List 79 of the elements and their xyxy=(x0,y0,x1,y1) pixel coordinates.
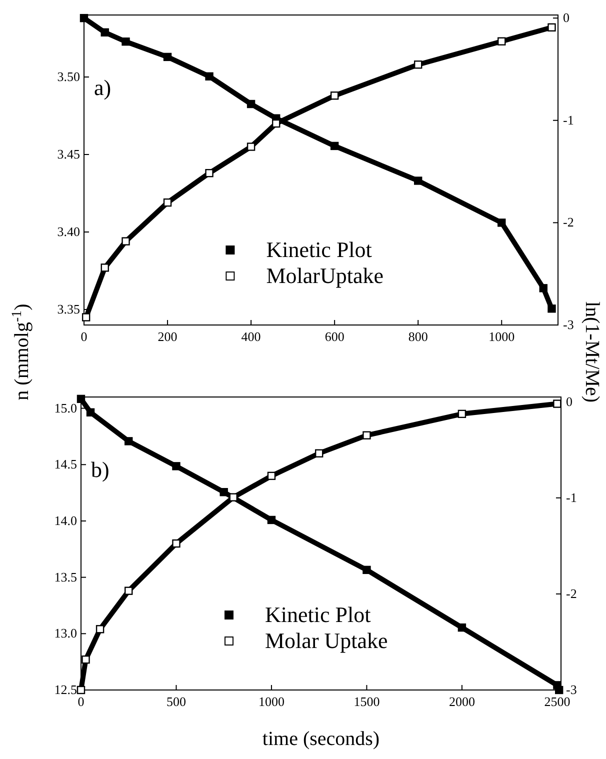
y-tick-label: 3.40 xyxy=(57,224,80,239)
point xyxy=(76,394,86,404)
point xyxy=(330,142,339,150)
point xyxy=(124,437,133,446)
x-tick-label: 200 xyxy=(158,329,178,344)
x-tick-label: 1500 xyxy=(354,694,380,709)
x-tick-label: 800 xyxy=(408,329,428,344)
y2-tick-label: -2 xyxy=(563,214,574,230)
x-tick-label: 500 xyxy=(166,694,186,709)
x-tick-label: 2500 xyxy=(544,694,570,709)
point xyxy=(163,52,172,62)
point xyxy=(267,516,276,524)
y2-tick-label: -3 xyxy=(563,317,574,332)
point xyxy=(172,462,180,470)
point xyxy=(100,28,109,36)
y-tick-label: 15.0 xyxy=(54,400,77,416)
y-tick-label: 3.35 xyxy=(57,302,80,316)
y-tick-label: 14.0 xyxy=(54,512,77,528)
point xyxy=(554,686,564,694)
point xyxy=(498,37,506,46)
point xyxy=(205,169,214,178)
point xyxy=(82,655,90,664)
legend-label: Kinetic Plot xyxy=(266,237,372,262)
x-tick-label: 400 xyxy=(241,329,261,344)
point xyxy=(330,92,339,100)
y2-tick-label: -1 xyxy=(563,112,574,128)
point xyxy=(458,410,466,418)
x-tick-label: 0 xyxy=(78,694,84,709)
point xyxy=(246,142,256,151)
y-tick-label: 14.5 xyxy=(54,456,77,472)
y-tick-label: 13.0 xyxy=(54,626,77,641)
point xyxy=(220,488,228,496)
y-tick-label: 13.5 xyxy=(54,569,77,584)
point xyxy=(267,472,276,480)
point xyxy=(553,400,562,408)
point xyxy=(96,625,104,634)
y2-tick-label: -2 xyxy=(566,586,577,601)
point xyxy=(548,23,556,32)
legend-label: Molar Uptake xyxy=(265,628,388,653)
point xyxy=(172,539,180,548)
x-tick-label: 1000 xyxy=(258,694,284,709)
point xyxy=(122,237,130,246)
x-tick-label: 2000 xyxy=(448,694,475,709)
y2-tick-label: 0 xyxy=(563,10,570,26)
y-tick-label: 3.45 xyxy=(57,146,80,162)
point xyxy=(362,566,371,574)
point xyxy=(498,218,506,227)
point xyxy=(205,72,214,80)
point xyxy=(246,100,256,108)
y2-axis-title: ln(1-Mt/Me) xyxy=(581,301,603,403)
y2-tick-label: -3 xyxy=(566,682,577,697)
annotation: a) xyxy=(94,75,112,100)
point xyxy=(82,313,90,322)
point xyxy=(539,284,548,292)
y2-tick-label: -1 xyxy=(566,490,577,505)
point xyxy=(314,449,324,458)
y-tick-label: 3.50 xyxy=(57,69,80,84)
annotation: b) xyxy=(91,457,110,482)
legend-label: Kinetic Plot xyxy=(265,602,371,627)
point xyxy=(163,198,172,207)
x-tick-label: 600 xyxy=(324,329,344,344)
point xyxy=(229,493,238,502)
point xyxy=(124,586,133,595)
x-tick-label: 0 xyxy=(80,329,88,344)
x-tick-label: 1000 xyxy=(488,329,515,344)
x-axis-title: time (seconds) xyxy=(262,728,380,750)
point xyxy=(362,431,371,440)
point xyxy=(122,38,130,46)
point xyxy=(76,686,86,694)
point xyxy=(100,264,109,272)
y2-tick-label: 0 xyxy=(566,394,572,409)
point xyxy=(414,60,422,69)
legend-label: MolarUptake xyxy=(266,263,384,288)
point xyxy=(414,176,422,185)
point xyxy=(86,408,95,416)
point xyxy=(80,14,88,22)
point xyxy=(548,304,556,313)
point xyxy=(458,623,466,632)
y-tick-label: 12.5 xyxy=(54,682,77,697)
